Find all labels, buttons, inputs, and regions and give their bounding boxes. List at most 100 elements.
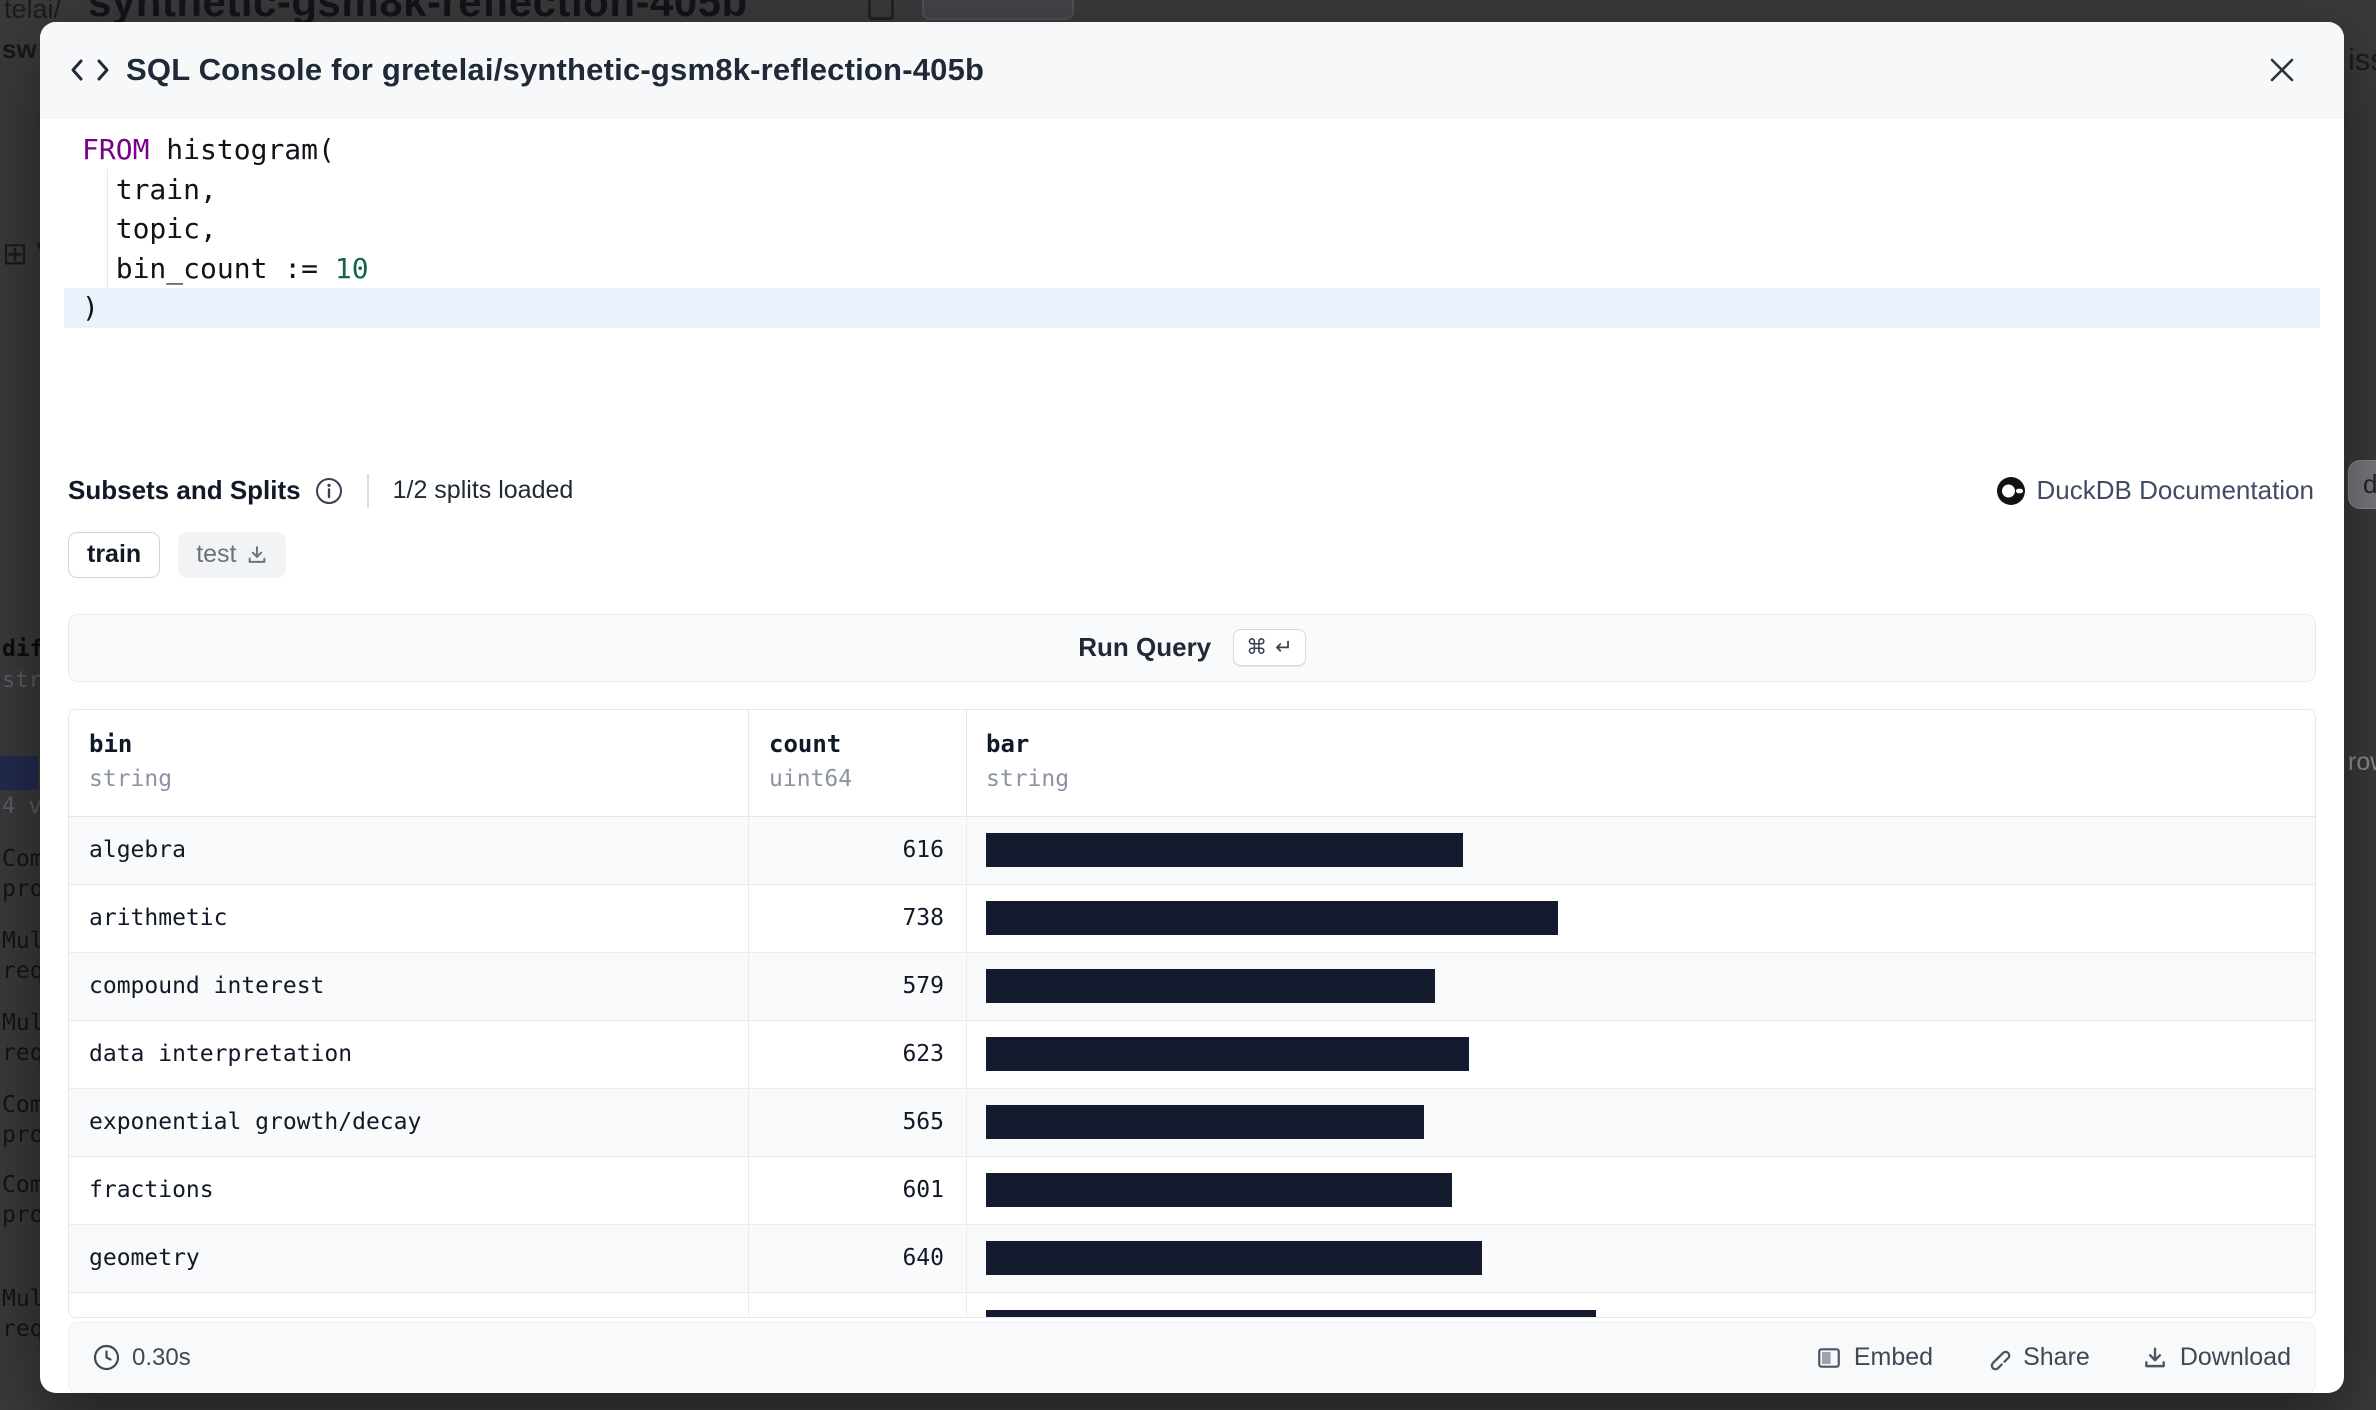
count-cell bbox=[749, 1292, 967, 1317]
column-header-bin[interactable]: bin string bbox=[69, 709, 749, 816]
info-icon[interactable] bbox=[315, 477, 343, 505]
background-text-fragment: Mul bbox=[2, 1010, 44, 1036]
split-button-test[interactable]: test bbox=[178, 531, 287, 578]
background-text-fragment: str bbox=[2, 668, 42, 693]
histogram-bar bbox=[986, 1241, 1482, 1276]
split-button-train[interactable]: train bbox=[68, 531, 161, 578]
count-cell: 565 bbox=[749, 1088, 967, 1156]
background-text-fragment: req bbox=[2, 958, 44, 984]
divider bbox=[366, 473, 369, 508]
count-cell: 738 bbox=[749, 884, 967, 952]
run-query-button[interactable]: Run Query ⌘ ↵ bbox=[68, 613, 2316, 682]
bin-cell: data interpretation bbox=[69, 1020, 749, 1088]
column-name: count bbox=[769, 729, 842, 758]
duration-value: 0.30s bbox=[132, 1343, 191, 1371]
histogram-bar bbox=[986, 833, 1463, 868]
background-repo-prefix: telai/ bbox=[4, 0, 62, 24]
modal-header: SQL Console for gretelai/synthetic-gsm8k… bbox=[40, 22, 2344, 118]
code-token: bin_count := bbox=[82, 251, 335, 285]
bin-cell: algebra bbox=[69, 816, 749, 884]
background-page-header: telai/ synthetic-gsm8k-reflection-405b bbox=[0, 0, 2376, 25]
background-text-fragment: d bbox=[2348, 460, 2376, 509]
table-row[interactable]: geometry 640 bbox=[69, 1224, 2315, 1293]
kbd-key: ⌘ bbox=[1246, 636, 1268, 660]
download-icon bbox=[249, 546, 266, 563]
background-text-fragment: sw bbox=[2, 34, 37, 64]
bin-cell: fractions bbox=[69, 1156, 749, 1224]
bin-cell: compound interest bbox=[69, 952, 749, 1020]
table-row[interactable]: data interpretation 623 bbox=[69, 1020, 2315, 1089]
copy-icon bbox=[868, 0, 894, 20]
download-label: Download bbox=[2179, 1343, 2291, 1372]
download-button[interactable]: Download bbox=[2142, 1343, 2291, 1372]
count-cell: 601 bbox=[749, 1156, 967, 1224]
code-icon bbox=[71, 59, 109, 80]
count-cell: 579 bbox=[749, 952, 967, 1020]
column-header-bar[interactable]: bar string bbox=[967, 710, 2315, 816]
table-row[interactable]: arithmetic 738 bbox=[69, 884, 2315, 953]
bin-cell bbox=[69, 1292, 749, 1317]
code-line-1[interactable]: FROM histogram( bbox=[64, 130, 2320, 170]
kbd-key: ↵ bbox=[1275, 636, 1293, 660]
table-row[interactable]: compound interest 579 bbox=[69, 952, 2315, 1021]
histogram-bar bbox=[986, 901, 1558, 936]
close-button[interactable] bbox=[2260, 48, 2304, 92]
table-row[interactable]: algebra 616 bbox=[69, 816, 2315, 885]
background-text-fragment: Com bbox=[2, 1092, 44, 1118]
modal-title: SQL Console for gretelai/synthetic-gsm8k… bbox=[126, 51, 985, 87]
keyboard-shortcut-badge: ⌘ ↵ bbox=[1233, 629, 1306, 667]
bin-cell: geometry bbox=[69, 1224, 749, 1292]
code-token: topic, bbox=[82, 212, 217, 246]
column-header-count[interactable]: count uint64 bbox=[749, 709, 967, 816]
background-text-fragment: pro bbox=[2, 1122, 44, 1148]
results-table: bin string count uint64 bar string algebra… bbox=[68, 708, 2316, 1318]
bar-cell bbox=[967, 1157, 2315, 1224]
histogram-bar bbox=[986, 1037, 1469, 1072]
background-text-fragment: 4 v bbox=[2, 794, 42, 819]
count-cell: 640 bbox=[749, 1224, 967, 1292]
background-text-fragment: Mul bbox=[2, 928, 44, 954]
bar-cell bbox=[967, 953, 2315, 1020]
background-text-fragment: Mul bbox=[2, 1286, 44, 1312]
table-row[interactable]: fractions 601 bbox=[69, 1156, 2315, 1225]
bin-cell: exponential growth/decay bbox=[69, 1088, 749, 1156]
subsets-heading: Subsets and Splits bbox=[68, 475, 301, 506]
bar-cell bbox=[967, 1089, 2315, 1156]
table-header: bin string count uint64 bar string bbox=[69, 709, 2315, 817]
duckdb-documentation-link[interactable]: DuckDB Documentation bbox=[1996, 475, 2314, 506]
sql-editor[interactable]: FROM histogram( train, topic, bin_count … bbox=[64, 126, 2320, 328]
column-type: uint64 bbox=[769, 765, 853, 792]
embed-label: Embed bbox=[1853, 1343, 1934, 1372]
histogram-bar bbox=[986, 1105, 1424, 1140]
background-text-fragment: pro bbox=[2, 876, 44, 902]
code-line-4[interactable]: bin_count := 10 bbox=[64, 249, 2320, 289]
embed-button[interactable]: Embed bbox=[1816, 1343, 1933, 1372]
code-line-5[interactable]: ) bbox=[64, 288, 2320, 328]
code-token: train, bbox=[82, 172, 217, 206]
subsets-row: Subsets and Splits 1/2 splits loaded Duc… bbox=[68, 470, 2314, 512]
histogram-bar bbox=[986, 969, 1435, 1004]
sql-console-modal: SQL Console for gretelai/synthetic-gsm8k… bbox=[40, 22, 2344, 1393]
count-cell: 616 bbox=[749, 816, 967, 884]
background-text-fragment: Com bbox=[2, 1172, 44, 1198]
background-dataset-title: synthetic-gsm8k-reflection-405b bbox=[88, 0, 748, 25]
code-token: histogram( bbox=[149, 133, 335, 166]
bar-cell bbox=[967, 1021, 2315, 1088]
bin-cell: arithmetic bbox=[69, 884, 749, 952]
share-label: Share bbox=[2023, 1343, 2090, 1372]
count-cell: 623 bbox=[749, 1020, 967, 1088]
splits-loaded-status: 1/2 splits loaded bbox=[392, 476, 574, 505]
background-text-fragment: req bbox=[2, 1316, 44, 1342]
download-icon bbox=[2144, 1347, 2165, 1368]
table-row-partial[interactable] bbox=[69, 1292, 2315, 1317]
bar-cell bbox=[967, 885, 2315, 952]
indent-guide bbox=[107, 169, 108, 288]
column-name: bar bbox=[986, 729, 1030, 758]
share-button[interactable]: Share bbox=[1985, 1343, 2090, 1372]
code-line-3[interactable]: topic, bbox=[64, 209, 2320, 249]
table-row[interactable]: exponential growth/decay 565 bbox=[69, 1088, 2315, 1157]
code-line-2[interactable]: train, bbox=[64, 170, 2320, 210]
background-text-fragment: req bbox=[2, 1040, 44, 1066]
bar-cell bbox=[967, 1225, 2315, 1292]
column-name: bin bbox=[89, 729, 133, 758]
